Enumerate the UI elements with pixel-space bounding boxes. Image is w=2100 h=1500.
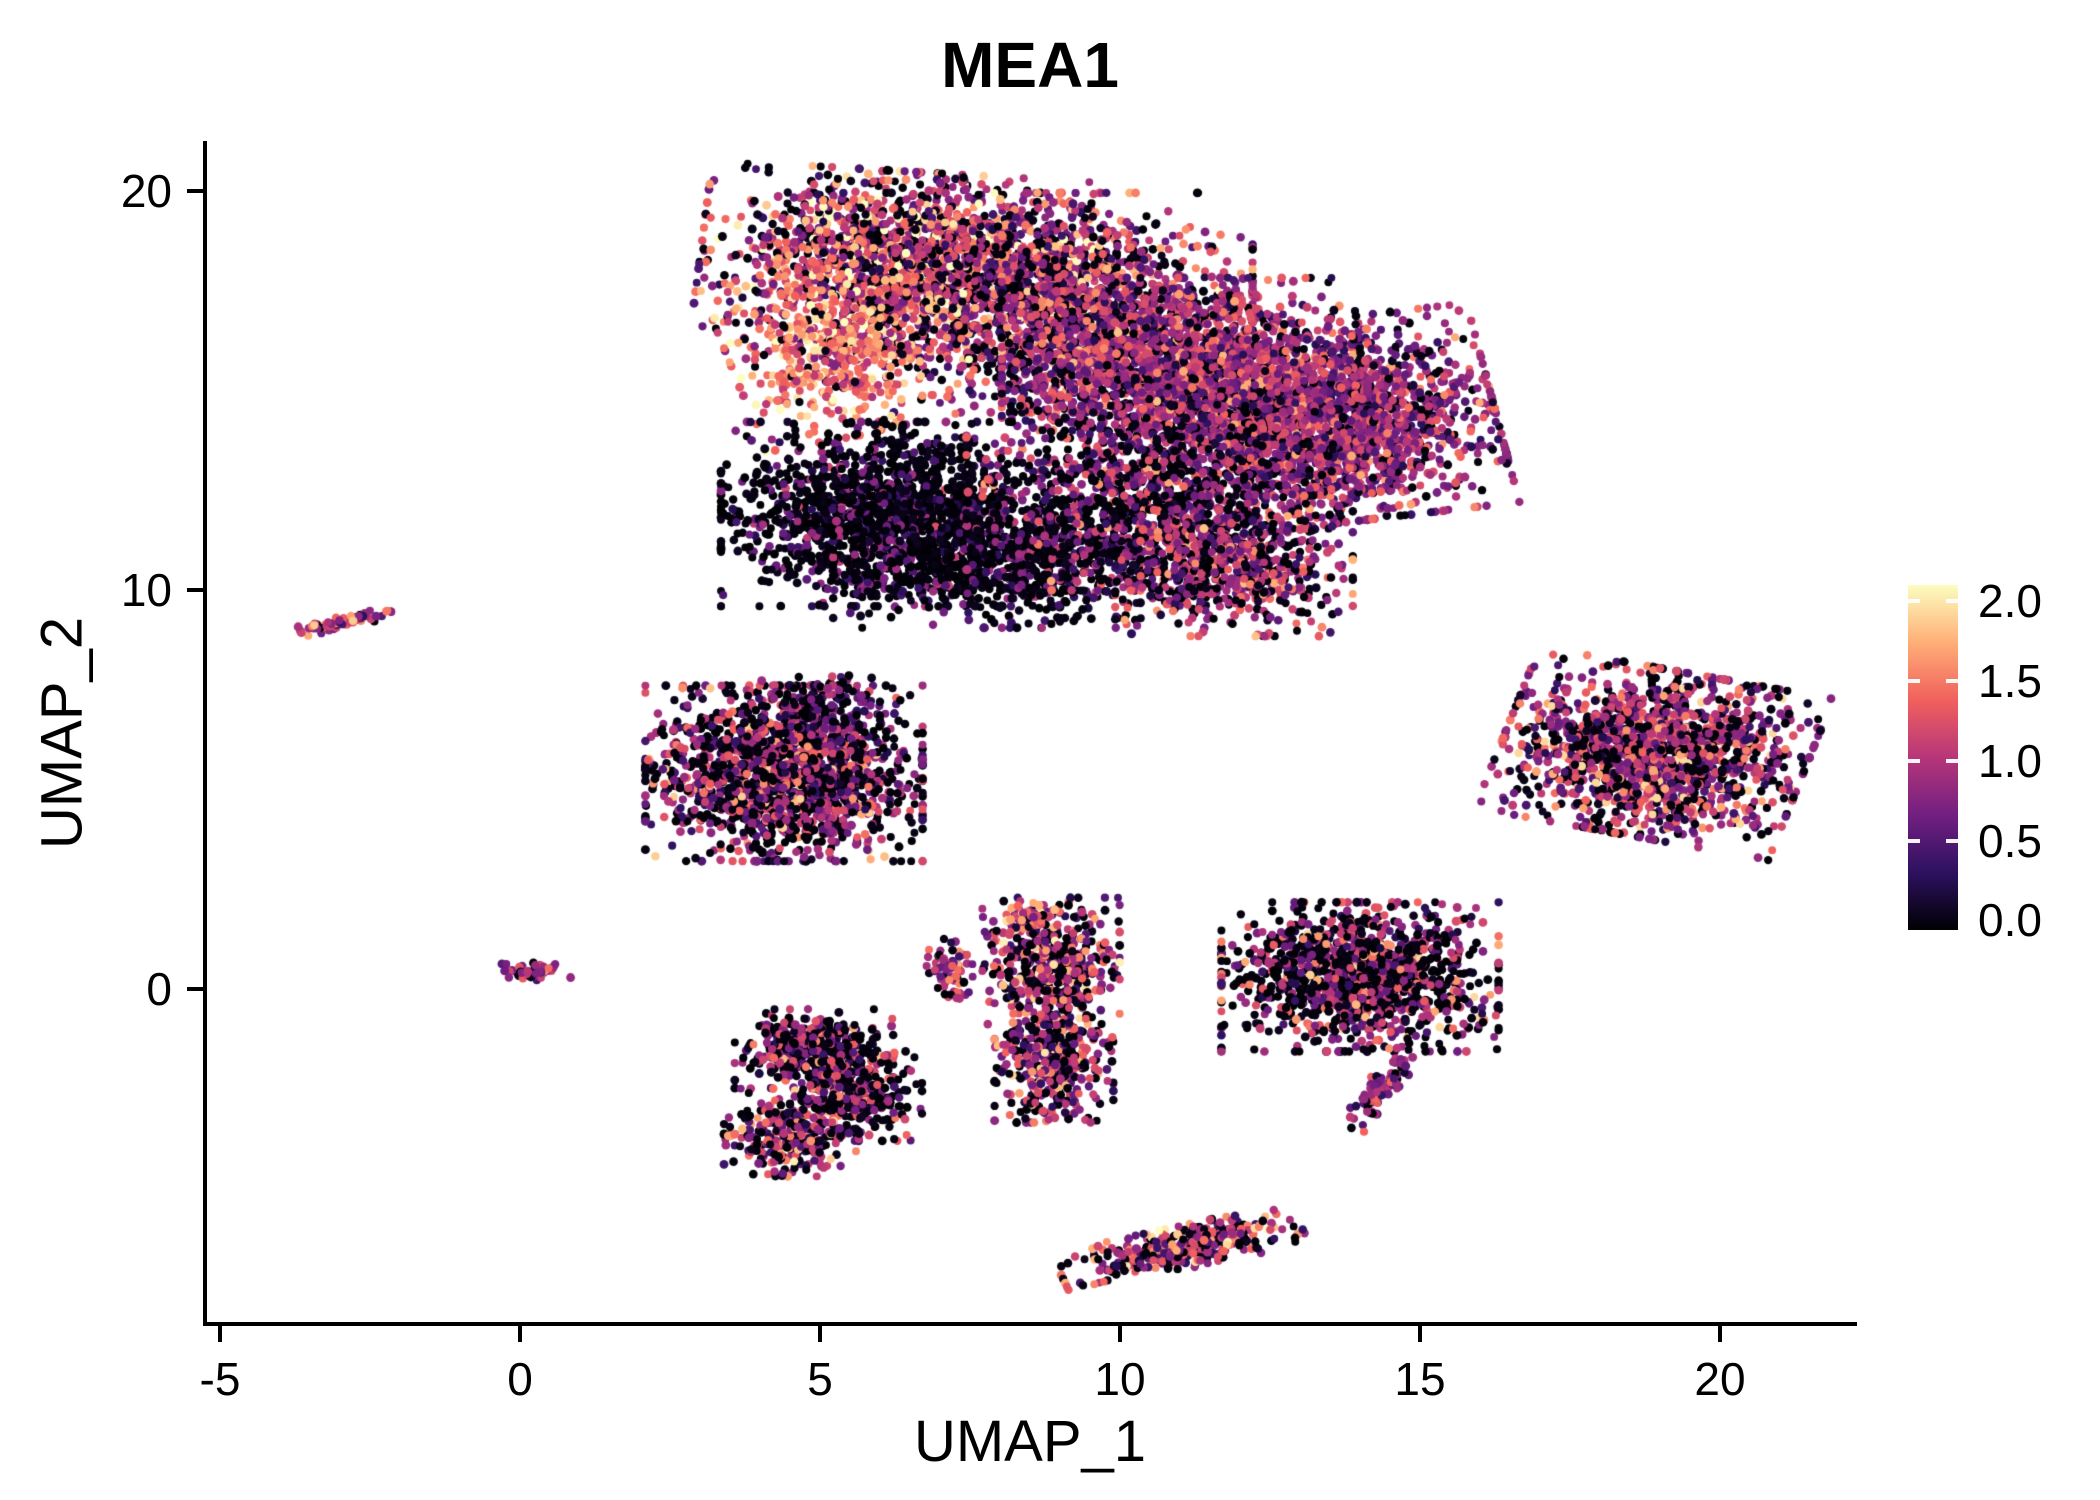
y-tick-label: 20 [120, 164, 172, 217]
colorbar-tick-mark [1946, 838, 1958, 843]
colorbar-tick-mark [1908, 838, 1920, 843]
chart-title: MEA1 [941, 29, 1119, 101]
x-tick-label: 20 [1694, 1353, 1746, 1405]
y-tick-label: 10 [120, 563, 172, 616]
x-tick-label: 0 [507, 1353, 533, 1405]
colorbar-tick-mark [1908, 598, 1920, 603]
x-tick-label: 5 [807, 1353, 833, 1405]
x-tick-mark [818, 1326, 822, 1342]
y-tick-mark [187, 587, 203, 592]
x-tick-mark [518, 1326, 522, 1342]
x-tick-mark [1118, 1326, 1122, 1342]
x-tick-mark [1418, 1326, 1422, 1342]
colorbar-legend [1908, 585, 1958, 930]
x-axis-title: UMAP_1 [913, 1409, 1147, 1474]
colorbar-tick-mark [1946, 598, 1958, 603]
x-axis-line [203, 1322, 1857, 1326]
y-tick-mark [187, 986, 203, 991]
colorbar-tick-mark [1946, 758, 1958, 763]
colorbar-tick-label: 0.0 [1978, 894, 2042, 947]
x-tick-label: 15 [1394, 1353, 1446, 1405]
x-tick-mark [218, 1326, 222, 1342]
y-tick-label: 0 [146, 962, 172, 1015]
y-axis-line [203, 141, 207, 1326]
x-tick-mark [1718, 1326, 1722, 1342]
y-tick-mark [187, 188, 203, 193]
colorbar-tick-label: 1.0 [1978, 734, 2042, 787]
x-tick-label: 10 [1094, 1353, 1146, 1405]
colorbar-tick-mark [1908, 758, 1920, 763]
colorbar-gradient [1908, 585, 1958, 930]
colorbar-tick-label: 1.5 [1978, 654, 2042, 707]
colorbar-tick-mark [1946, 678, 1958, 683]
colorbar-tick-label: 0.5 [1978, 814, 2042, 867]
y-axis-title: UMAP_2 [29, 616, 95, 850]
colorbar-tick-mark [1908, 678, 1920, 683]
x-tick-label: -5 [199, 1353, 241, 1405]
colorbar-tick-label: 2.0 [1978, 574, 2042, 627]
